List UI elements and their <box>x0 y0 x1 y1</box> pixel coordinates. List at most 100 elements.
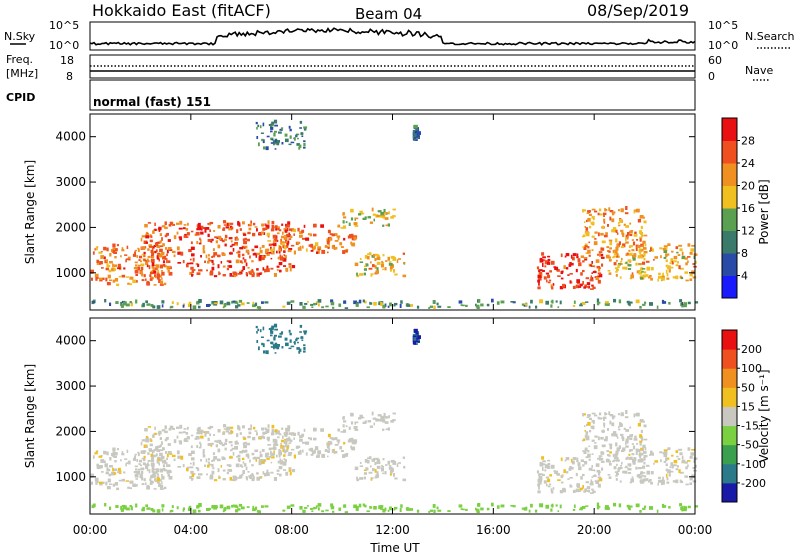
velocity-echo-cell <box>643 457 646 461</box>
velocity-echo-cell <box>586 423 588 427</box>
power-echo-cell <box>289 128 292 132</box>
velocity-echo-cell <box>625 465 628 468</box>
velocity-echo-cell <box>333 448 335 453</box>
velocity-echo-cell <box>91 506 95 509</box>
power-echo-cell <box>145 235 150 239</box>
power-echo-cell <box>369 221 373 224</box>
velocity-echo-cell <box>168 428 172 431</box>
velocity-echo-cell <box>370 477 374 479</box>
velocity-echo-cell <box>243 463 247 467</box>
power-echo-cell <box>222 228 226 231</box>
velocity-echo-cell <box>589 429 592 433</box>
power-colorbar-segment <box>722 230 737 254</box>
velocity-echo-cell <box>636 474 641 478</box>
velocity-echo-cell <box>594 442 597 444</box>
power-echo-cell <box>377 210 382 213</box>
velocity-echo-cell <box>458 504 463 508</box>
power-echo-cell <box>299 234 303 238</box>
power-echo-cell <box>345 221 348 224</box>
velocity-echo-cell <box>591 469 595 471</box>
velocity-echo-cell <box>643 454 648 458</box>
velocity-echo-cell <box>270 330 274 334</box>
velocity-echo-cell <box>538 473 541 477</box>
power-echo-cell <box>583 209 586 212</box>
velocity-echo-cell <box>305 452 308 456</box>
power-echo-cell <box>291 265 296 269</box>
velocity-echo-cell <box>153 488 157 490</box>
velocity-echo-cell <box>228 441 233 444</box>
velocity-echo-cell <box>604 506 608 510</box>
velocity-echo-cell <box>198 509 201 513</box>
y-tick-label: 4000 <box>55 334 86 348</box>
power-echo-cell <box>475 304 480 308</box>
velocity-echo-cell <box>541 456 545 460</box>
velocity-echo-cell <box>350 445 352 449</box>
power-echo-cell <box>327 230 331 234</box>
power-heatmap <box>90 119 699 310</box>
velocity-echo-cell <box>614 471 619 473</box>
power-echo-cell <box>326 240 330 245</box>
power-colorbar-segment <box>722 185 737 209</box>
power-echo-cell <box>239 247 244 250</box>
velocity-echo-cell <box>380 415 384 420</box>
power-echo-cell <box>321 249 326 254</box>
power-echo-cell <box>358 213 362 216</box>
power-echo-cell <box>582 209 585 213</box>
velocity-echo-cell <box>120 508 124 512</box>
velocity-echo-cell <box>689 455 693 459</box>
power-echo-cell <box>287 249 292 253</box>
power-echo-cell <box>650 277 653 281</box>
velocity-echo-cell <box>636 450 641 452</box>
power-echo-cell <box>340 227 345 229</box>
power-echo-cell <box>189 262 194 265</box>
power-echo-cell <box>599 252 601 257</box>
velocity-echo-cell <box>284 337 288 341</box>
power-echo-cell <box>228 228 233 231</box>
power-echo-cell <box>252 232 256 237</box>
power-echo-cell <box>608 239 613 242</box>
power-echo-cell <box>643 220 647 224</box>
power-echo-cell <box>662 272 664 276</box>
power-echo-cell <box>197 226 202 231</box>
power-echo-cell <box>154 264 157 267</box>
power-echo-cell <box>653 258 655 261</box>
velocity-echo-cell <box>286 437 290 441</box>
velocity-echo-cell <box>158 462 160 466</box>
velocity-echo-cell <box>552 487 555 490</box>
velocity-echo-cell <box>106 451 109 456</box>
velocity-echo-cell <box>279 460 284 465</box>
velocity-echo-cell <box>245 476 248 480</box>
power-echo-cell <box>112 243 116 248</box>
velocity-echo-cell <box>138 459 143 463</box>
power-echo-cell <box>284 255 287 259</box>
velocity-echo-cell <box>540 479 543 483</box>
power-echo-cell <box>684 271 689 274</box>
velocity-echo-cell <box>109 457 112 461</box>
power-echo-cell <box>598 251 603 253</box>
velocity-echo-cell <box>157 445 161 448</box>
power-echo-cell <box>521 303 525 306</box>
velocity-echo-cell <box>598 477 603 482</box>
velocity-echo-cell <box>615 475 618 477</box>
power-echo-cell <box>266 265 269 269</box>
power-echo-cell <box>625 206 628 210</box>
velocity-echo-cell <box>176 435 179 439</box>
velocity-echo-cell <box>224 442 227 445</box>
power-echo-cell <box>288 228 293 231</box>
power-colorbar-segment <box>722 253 737 276</box>
velocity-echo-cell <box>143 463 147 466</box>
velocity-echo-cell <box>604 412 608 416</box>
velocity-echo-cell <box>585 436 590 439</box>
velocity-echo-cell <box>601 444 606 448</box>
velocity-echo-cell <box>672 480 677 483</box>
velocity-echo-cell <box>617 468 620 472</box>
velocity-echo-cell <box>381 464 383 468</box>
power-echo-cell <box>245 249 250 253</box>
power-echo-cell <box>176 302 179 306</box>
velocity-echo-cell <box>613 457 617 460</box>
power-echo-cell <box>240 260 243 263</box>
power-echo-cell <box>160 251 165 255</box>
velocity-echo-cell <box>113 472 117 475</box>
time-x-axis: 00:00 04:00 08:00 12:00 16:00 20:00 00:00 <box>73 114 712 537</box>
